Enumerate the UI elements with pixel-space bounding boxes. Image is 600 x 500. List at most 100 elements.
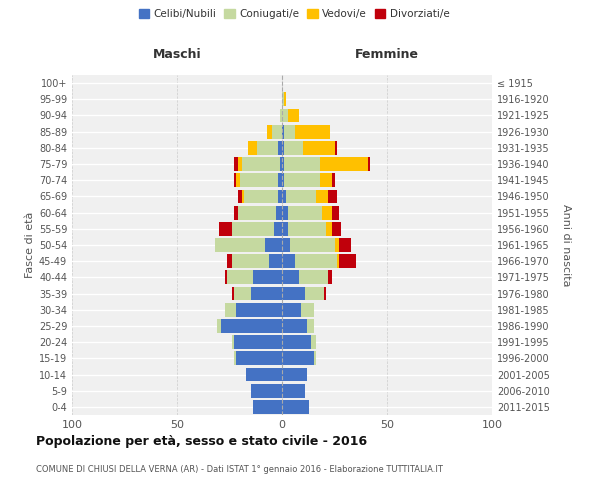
Bar: [227, 270, 253, 284]
Bar: [289, 206, 322, 220]
Bar: [322, 206, 332, 220]
Bar: [221, 319, 282, 333]
Bar: [307, 319, 314, 333]
Bar: [278, 141, 282, 154]
Bar: [280, 108, 282, 122]
Bar: [305, 286, 324, 300]
Bar: [320, 157, 368, 171]
Text: Femmine: Femmine: [355, 48, 419, 62]
Bar: [282, 270, 299, 284]
Text: COMUNE DI CHIUSI DELLA VERNA (AR) - Dati ISTAT 1° gennaio 2016 - Elaborazione TU: COMUNE DI CHIUSI DELLA VERNA (AR) - Dati…: [36, 465, 443, 474]
Bar: [316, 190, 328, 203]
Bar: [282, 303, 301, 316]
Bar: [234, 286, 251, 300]
Bar: [295, 254, 337, 268]
Bar: [234, 206, 238, 220]
Bar: [219, 222, 232, 235]
Bar: [332, 222, 341, 235]
Bar: [282, 141, 284, 154]
Bar: [282, 92, 284, 106]
Bar: [215, 238, 265, 252]
Bar: [295, 125, 331, 138]
Y-axis label: Anni di nascita: Anni di nascita: [561, 204, 571, 286]
Bar: [282, 222, 289, 235]
Bar: [338, 254, 355, 268]
Bar: [282, 254, 295, 268]
Bar: [238, 190, 242, 203]
Bar: [238, 157, 242, 171]
Text: Maschi: Maschi: [152, 48, 202, 62]
Bar: [282, 157, 284, 171]
Bar: [232, 254, 269, 268]
Bar: [282, 400, 310, 414]
Bar: [282, 368, 307, 382]
Bar: [253, 270, 282, 284]
Bar: [368, 157, 370, 171]
Bar: [236, 352, 282, 365]
Bar: [271, 125, 282, 138]
Bar: [289, 108, 299, 122]
Bar: [217, 319, 221, 333]
Bar: [284, 125, 295, 138]
Y-axis label: Fasce di età: Fasce di età: [25, 212, 35, 278]
Bar: [338, 238, 352, 252]
Bar: [234, 352, 236, 365]
Bar: [276, 206, 282, 220]
Bar: [282, 174, 284, 187]
Bar: [247, 368, 282, 382]
Bar: [282, 319, 307, 333]
Bar: [284, 141, 303, 154]
Bar: [244, 190, 278, 203]
Bar: [232, 222, 274, 235]
Bar: [282, 384, 305, 398]
Bar: [251, 286, 282, 300]
Bar: [242, 190, 244, 203]
Bar: [251, 384, 282, 398]
Bar: [335, 238, 338, 252]
Bar: [282, 336, 311, 349]
Bar: [332, 206, 338, 220]
Bar: [257, 141, 278, 154]
Bar: [234, 174, 236, 187]
Bar: [282, 286, 305, 300]
Bar: [289, 222, 326, 235]
Bar: [268, 125, 271, 138]
Bar: [269, 254, 282, 268]
Bar: [232, 336, 234, 349]
Bar: [284, 92, 286, 106]
Bar: [324, 286, 326, 300]
Bar: [240, 174, 278, 187]
Bar: [326, 222, 332, 235]
Bar: [284, 157, 320, 171]
Bar: [248, 141, 257, 154]
Bar: [328, 270, 332, 284]
Bar: [226, 270, 227, 284]
Bar: [286, 190, 316, 203]
Bar: [320, 174, 332, 187]
Bar: [282, 352, 314, 365]
Bar: [328, 190, 337, 203]
Bar: [335, 141, 337, 154]
Bar: [236, 303, 282, 316]
Bar: [282, 108, 289, 122]
Bar: [274, 222, 282, 235]
Bar: [337, 254, 339, 268]
Bar: [232, 286, 234, 300]
Bar: [282, 190, 286, 203]
Bar: [301, 303, 314, 316]
Bar: [280, 157, 282, 171]
Bar: [282, 125, 284, 138]
Bar: [265, 238, 282, 252]
Bar: [242, 157, 280, 171]
Legend: Celibi/Nubili, Coniugati/e, Vedovi/e, Divorziati/e: Celibi/Nubili, Coniugati/e, Vedovi/e, Di…: [134, 5, 454, 24]
Bar: [303, 141, 335, 154]
Bar: [332, 174, 335, 187]
Bar: [227, 254, 232, 268]
Bar: [278, 174, 282, 187]
Bar: [311, 336, 316, 349]
Bar: [282, 238, 290, 252]
Text: Popolazione per età, sesso e stato civile - 2016: Popolazione per età, sesso e stato civil…: [36, 435, 367, 448]
Bar: [234, 336, 282, 349]
Bar: [284, 174, 320, 187]
Bar: [299, 270, 328, 284]
